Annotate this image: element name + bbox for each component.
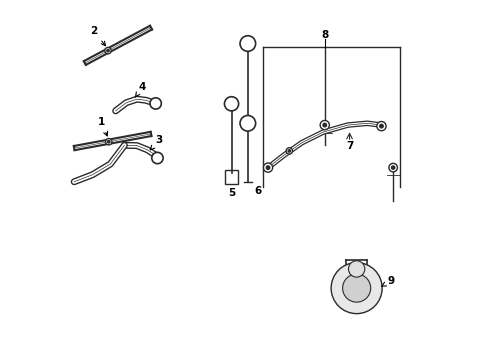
Text: 8: 8 (321, 30, 328, 40)
Circle shape (323, 123, 326, 127)
Circle shape (224, 97, 239, 111)
Circle shape (240, 36, 256, 51)
Text: 7: 7 (346, 141, 353, 151)
Text: 1: 1 (98, 117, 108, 136)
Circle shape (152, 152, 163, 164)
Circle shape (380, 124, 383, 128)
Circle shape (320, 121, 329, 130)
Text: 3: 3 (150, 135, 163, 150)
Circle shape (348, 261, 365, 277)
Circle shape (150, 98, 161, 109)
Text: 9: 9 (382, 276, 394, 286)
Circle shape (377, 122, 386, 131)
Circle shape (331, 262, 382, 314)
Text: 6: 6 (254, 186, 261, 196)
Circle shape (105, 48, 111, 54)
Circle shape (108, 140, 110, 143)
Circle shape (107, 49, 109, 52)
Circle shape (286, 148, 293, 154)
FancyBboxPatch shape (225, 170, 238, 184)
Text: 2: 2 (90, 26, 105, 46)
Circle shape (264, 163, 272, 172)
Circle shape (343, 274, 371, 302)
Text: 4: 4 (135, 82, 146, 97)
Circle shape (240, 116, 256, 131)
Circle shape (288, 150, 291, 152)
Circle shape (266, 166, 270, 169)
Circle shape (392, 166, 395, 169)
Circle shape (105, 139, 112, 145)
Text: 5: 5 (228, 189, 235, 198)
Circle shape (389, 163, 397, 172)
